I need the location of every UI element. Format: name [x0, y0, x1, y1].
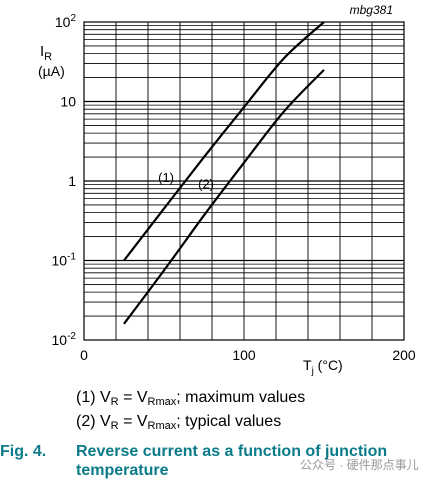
grid: [84, 22, 404, 340]
y-axis-label: IR: [40, 43, 52, 63]
legend-sub: R: [110, 396, 119, 408]
legend-text: = V: [118, 389, 148, 406]
legend-sub: R: [110, 420, 119, 432]
y-tick-label: 10: [60, 94, 76, 110]
legend-text: (2) V: [76, 413, 111, 430]
x-tick-label: 0: [80, 347, 88, 363]
x-tick-label: 100: [232, 347, 256, 363]
legend-sub: Rmax: [147, 396, 177, 408]
chart-code: mbg381: [350, 3, 393, 17]
series-group: [123, 21, 325, 325]
legend-sub: Rmax: [147, 420, 177, 432]
figure-title: Reverse current as a function of junctio…: [76, 443, 388, 479]
legend: (1) VR = VRmax; maximum values (2) VR = …: [76, 388, 305, 436]
y-tick-label: 10-1: [52, 252, 77, 269]
labels-group: (1) (2) 0 100 200 102 10 1 10-1 10-2: [52, 13, 416, 363]
series-label-1: (1): [158, 170, 174, 185]
legend-text: ; typical values: [176, 413, 282, 430]
y-axis-unit: (µA): [38, 63, 65, 79]
series-line-2: [123, 69, 325, 325]
watermark: 公众号 · 硬件那点事儿: [300, 458, 419, 472]
series-line-1: [123, 21, 325, 262]
chart: (1) (2) 0 100 200 102 10 1 10-1 10-2 mbg381 IR (µ…: [38, 3, 416, 377]
legend-item-1: (1) VR = VRmax; maximum values: [76, 388, 305, 412]
legend-item-2: (2) VR = VRmax; typical values: [76, 412, 305, 436]
y-tick-label: 10-2: [52, 331, 77, 348]
plot-frame: [83, 21, 405, 341]
legend-text: = V: [118, 413, 148, 430]
series-label-2: (2): [198, 176, 214, 191]
y-tick-label: 1: [68, 173, 76, 189]
figure-number: Fig. 4.: [0, 443, 47, 460]
legend-text: ; maximum values: [176, 389, 306, 406]
legend-text: (1) V: [76, 389, 111, 406]
y-tick-label: 102: [55, 13, 77, 30]
x-tick-label: 200: [392, 347, 416, 363]
x-axis-label: Tj (°C): [303, 357, 343, 377]
